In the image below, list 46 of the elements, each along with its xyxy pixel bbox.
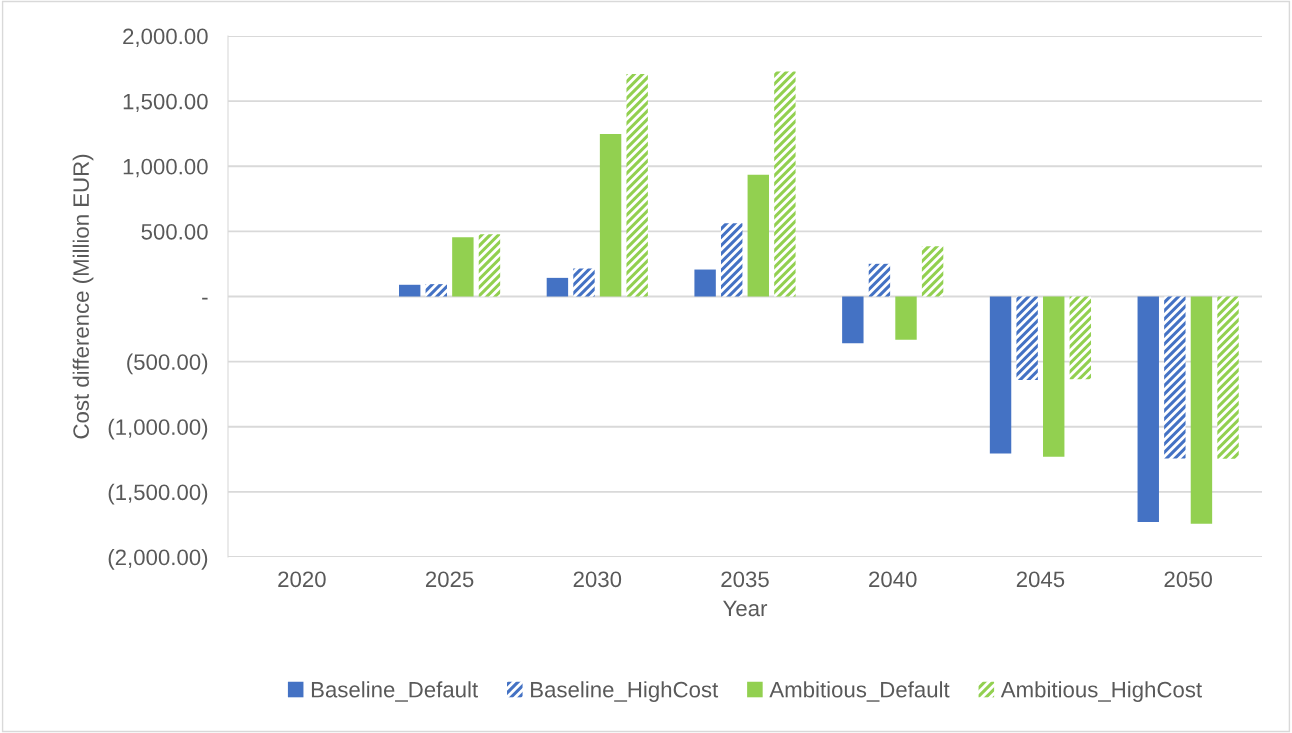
- x-tick-label: 2050: [1164, 571, 1212, 588]
- bar: [626, 73, 648, 297]
- bar: [1016, 296, 1038, 380]
- legend-label: Baseline_HighCost: [531, 681, 719, 702]
- x-tick-label: 2045: [1016, 571, 1065, 588]
- bar: [546, 277, 569, 297]
- bar: [774, 71, 796, 297]
- bar: [1069, 296, 1092, 380]
- bar: [989, 296, 1012, 454]
- x-tick-label: 2040: [869, 571, 917, 588]
- bar: [842, 296, 864, 344]
- y-tick-label: 1,500.00: [123, 93, 208, 113]
- bar: [573, 268, 595, 297]
- y-tick-label: (1,500.00): [108, 483, 208, 505]
- x-tick-label: 2035: [721, 571, 769, 588]
- x-axis-title: Year: [723, 600, 768, 617]
- bar: [921, 246, 944, 297]
- bar: [478, 234, 501, 297]
- y-axis-title: Cost difference (Million EUR): [72, 154, 94, 439]
- bar: [1217, 296, 1239, 459]
- bar: [425, 284, 447, 297]
- y-tick-label: (500.00): [127, 353, 208, 375]
- y-tick-label: 500.00: [141, 223, 208, 240]
- bar: [868, 263, 891, 297]
- y-tick-label: (2,000.00): [108, 548, 208, 570]
- y-tick-label: (1,000.00): [108, 418, 208, 440]
- bar: [1164, 296, 1186, 459]
- bar: [895, 296, 917, 340]
- legend-label: Ambitious_Default: [769, 681, 950, 702]
- bar: [599, 134, 622, 297]
- y-tick-label: 2,000.00: [123, 28, 208, 47]
- y-tick-label: 1,000.00: [123, 158, 208, 178]
- y-tick-label: -: [202, 297, 208, 300]
- bar: [1137, 296, 1159, 522]
- bar: [1190, 296, 1213, 524]
- bar: [747, 174, 769, 297]
- legend-label: Ambitious_HighCost: [1000, 681, 1202, 702]
- x-tick-label: 2025: [425, 571, 474, 588]
- bar: [721, 223, 743, 297]
- bar: [694, 269, 716, 297]
- x-tick-label: 2030: [573, 571, 622, 588]
- bar: [398, 284, 421, 297]
- x-tick-label: 2020: [278, 571, 326, 588]
- bar: [452, 237, 474, 297]
- legend-label: Baseline_Default: [311, 681, 478, 702]
- bar: [1043, 296, 1065, 457]
